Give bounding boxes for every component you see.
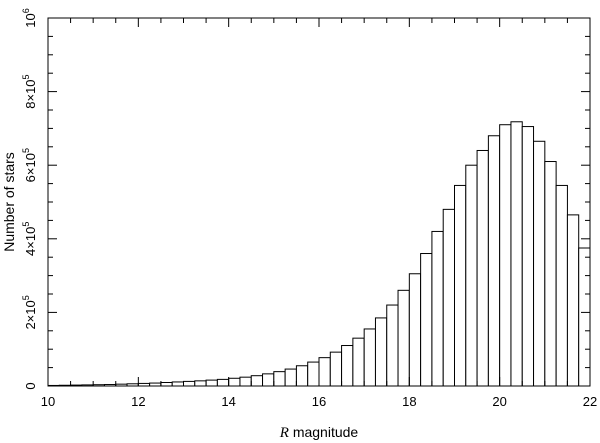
y-axis-label: Number of stars	[1, 152, 17, 252]
y-tick-label: 2×105	[21, 295, 38, 329]
x-axis-label: R magnitude	[279, 424, 359, 441]
y-tick-label: 106	[21, 8, 38, 27]
histogram-bar	[295, 365, 309, 387]
x-tick-label: 14	[221, 394, 235, 409]
x-axis-label-variable: R	[279, 425, 289, 441]
histogram-bar	[171, 381, 185, 387]
histogram-bar	[352, 337, 365, 387]
histogram-bar	[329, 351, 343, 387]
y-tick-label: 8×105	[21, 74, 38, 108]
histogram-bar	[307, 361, 320, 387]
histogram-bar	[397, 289, 410, 387]
histogram-bar	[499, 124, 512, 387]
x-tick-label: 22	[583, 394, 597, 409]
histogram-bar	[183, 380, 196, 387]
histogram-bar	[510, 121, 523, 387]
histogram-bar	[431, 230, 444, 387]
histogram-bar	[363, 328, 376, 387]
histogram-bar	[555, 184, 568, 387]
histogram-bar	[386, 304, 399, 387]
histogram-bar	[239, 376, 252, 387]
x-tick-label: 12	[131, 394, 145, 409]
x-tick-label: 16	[312, 394, 326, 409]
histogram-bar	[318, 357, 331, 387]
histogram-bar	[465, 164, 478, 387]
histogram-bar	[216, 378, 230, 387]
histogram-bar	[420, 253, 433, 387]
y-tick-label: 0	[23, 382, 38, 389]
histogram-bar	[228, 377, 241, 387]
histogram-bar	[476, 149, 489, 387]
histogram-bar	[341, 345, 354, 387]
x-tick-label: 20	[492, 394, 506, 409]
histogram-bar	[194, 380, 207, 387]
x-tick-label: 18	[402, 394, 416, 409]
histogram-bar	[578, 247, 591, 387]
histogram-bar	[374, 317, 388, 387]
histogram-bar	[566, 214, 580, 387]
histogram-bar	[442, 208, 455, 387]
histogram-bar	[533, 140, 546, 387]
y-tick-label: 4×105	[21, 222, 38, 256]
histogram-bar	[521, 126, 535, 387]
x-axis-label-text: magnitude	[289, 424, 358, 440]
histogram-bar	[544, 161, 557, 387]
x-tick-label: 10	[41, 394, 55, 409]
histogram-bar	[273, 371, 286, 387]
histogram-bar	[262, 373, 275, 387]
histogram-bar	[205, 379, 218, 387]
histogram-bar	[408, 273, 422, 387]
plot-frame	[47, 17, 591, 387]
y-tick-label: 6×105	[21, 148, 38, 182]
histogram-bar	[487, 135, 501, 387]
x-axis-ticks: 10 12 14 16 18 20 22	[41, 18, 597, 409]
histogram-bar	[250, 375, 264, 387]
histogram-bar	[454, 184, 467, 387]
histogram-bar	[160, 382, 173, 387]
histogram-bars	[47, 121, 591, 387]
histogram-bar	[284, 368, 297, 387]
